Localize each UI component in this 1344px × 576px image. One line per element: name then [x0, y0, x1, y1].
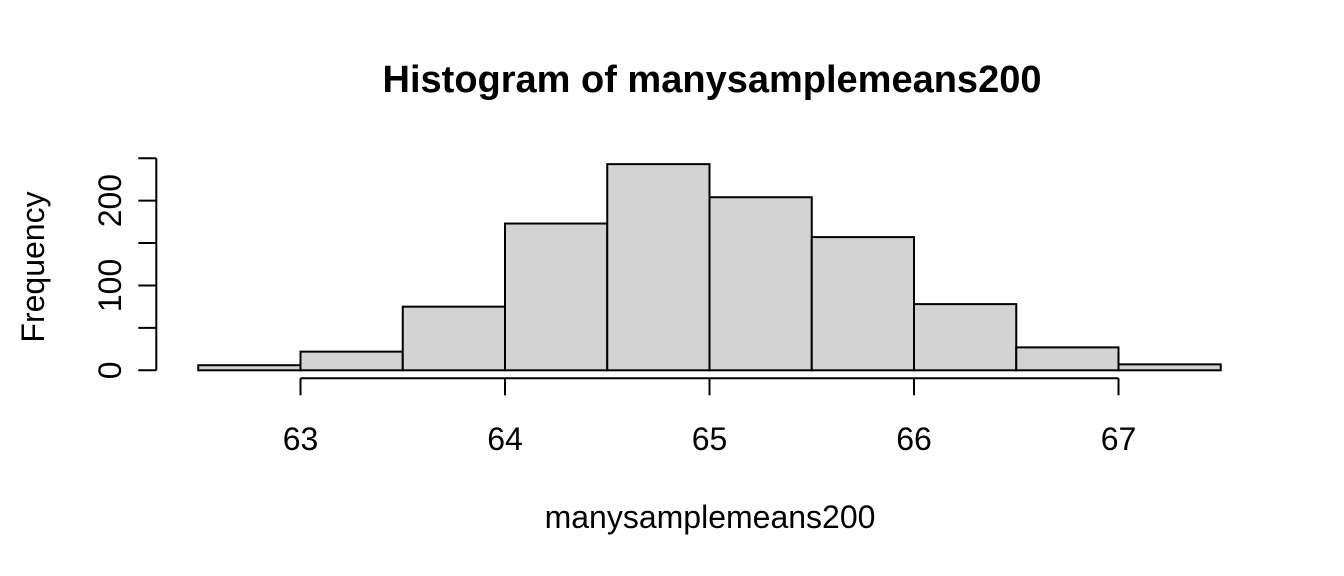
histogram-bar	[504, 222, 609, 372]
x-axis: 63 64 65 66 67	[283, 377, 1137, 457]
x-tick-label: 66	[896, 421, 932, 457]
x-tick-label: 63	[283, 421, 319, 457]
chart-title: Histogram of manysamplemeans200	[383, 59, 1042, 101]
histogram-bar	[197, 364, 302, 372]
histogram-bar	[913, 303, 1018, 372]
y-axis-label: Frequency	[15, 191, 51, 342]
bars-group	[197, 163, 1222, 372]
histogram-bar	[708, 196, 813, 372]
histogram-bar	[1117, 363, 1222, 372]
histogram-bar	[401, 305, 506, 372]
histogram-bar	[299, 350, 404, 372]
x-tick-label: 64	[487, 421, 523, 457]
x-tick-label: 67	[1101, 421, 1137, 457]
x-axis-label: manysamplemeans200	[545, 499, 876, 535]
y-tick-label: 200	[92, 174, 128, 227]
histogram-bar	[1015, 346, 1120, 372]
y-tick-label: 100	[92, 259, 128, 312]
x-tick-label: 65	[692, 421, 728, 457]
y-axis: 0 100 200	[92, 157, 158, 379]
y-tick-label: 0	[92, 361, 128, 379]
histogram-bar	[606, 163, 711, 372]
histogram-bar	[810, 236, 915, 372]
